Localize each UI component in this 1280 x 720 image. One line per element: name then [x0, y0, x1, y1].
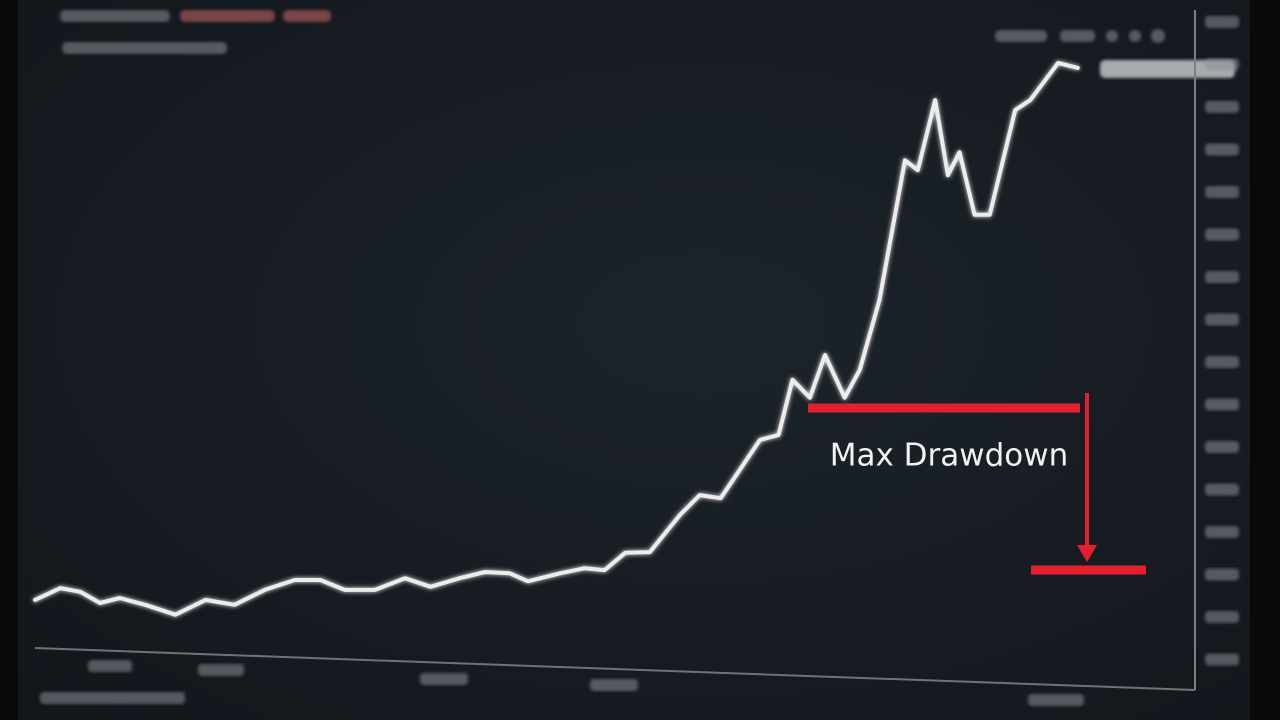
time-axis-line — [34, 647, 1196, 691]
blurred-text — [1205, 611, 1239, 623]
blurred-text — [1205, 143, 1239, 156]
blurred-icon — [1151, 29, 1165, 43]
blurred-text — [1205, 101, 1239, 113]
price-axis-labels — [1205, 16, 1239, 666]
blurred-text — [88, 660, 132, 672]
blurred-text — [1205, 653, 1239, 666]
blurred-icon — [1129, 30, 1141, 42]
blurred-text — [1205, 16, 1239, 28]
blurred-text — [1205, 483, 1239, 496]
blurred-text — [1205, 526, 1239, 538]
blurred-text — [1205, 186, 1239, 198]
blurred-text — [283, 10, 331, 22]
blurred-text — [1205, 398, 1239, 411]
blurred-text — [1205, 228, 1239, 241]
blurred-text — [1205, 441, 1239, 453]
time-axis-labels — [40, 660, 1084, 706]
drawdown-annotation: Max Drawdown — [808, 393, 1146, 575]
blurred-text — [1205, 271, 1239, 283]
blurred-text — [1060, 30, 1095, 42]
toolbar — [60, 10, 1235, 78]
blurred-price-tag — [1100, 60, 1235, 78]
blurred-text — [180, 10, 275, 22]
blurred-text — [995, 30, 1047, 42]
blurred-text — [1205, 568, 1239, 581]
blurred-text — [420, 673, 468, 685]
blurred-text — [1028, 694, 1084, 706]
blurred-text — [1205, 356, 1239, 368]
blurred-text — [62, 42, 227, 54]
blurred-text — [1205, 58, 1239, 71]
blurred-text — [40, 692, 185, 704]
drawdown-arrow-head — [1077, 545, 1097, 562]
bezel — [0, 0, 18, 720]
blurred-text — [60, 10, 170, 22]
bezel — [1250, 0, 1280, 720]
blurred-text — [590, 679, 638, 691]
annotation-label: Max Drawdown — [830, 438, 1069, 474]
blurred-text — [198, 664, 244, 676]
equity-line — [33, 60, 1080, 617]
blurred-text — [1205, 313, 1239, 326]
blurred-icon — [1106, 30, 1118, 42]
screen — [18, 0, 1263, 720]
